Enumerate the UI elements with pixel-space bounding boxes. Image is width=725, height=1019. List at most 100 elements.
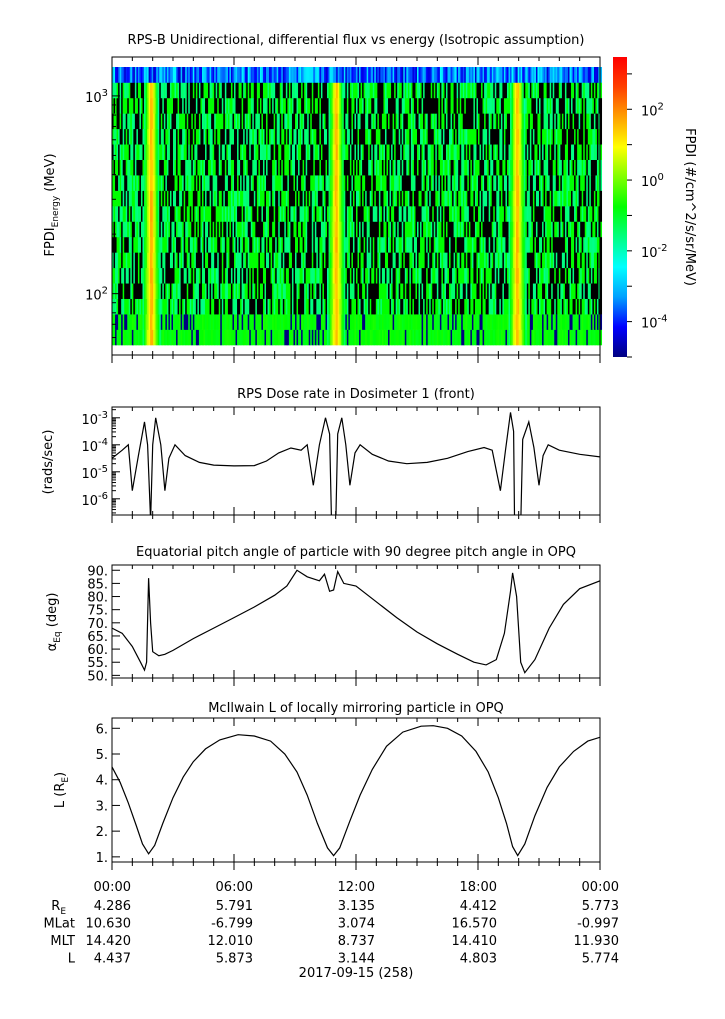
heatmap-cell bbox=[169, 283, 172, 299]
heatmap-cell bbox=[278, 206, 281, 222]
heatmap-cell bbox=[122, 329, 125, 346]
heatmap-cell bbox=[375, 252, 378, 269]
heatmap-cell bbox=[520, 267, 523, 284]
heatmap-cell bbox=[323, 128, 326, 145]
heatmap-cell bbox=[394, 329, 397, 346]
heatmap-cell bbox=[136, 314, 139, 330]
heatmap-cell bbox=[381, 206, 384, 222]
heatmap-cell bbox=[153, 175, 156, 191]
heatmap-cell bbox=[449, 128, 452, 145]
heatmap-cell bbox=[156, 128, 159, 145]
heatmap-cell bbox=[513, 236, 516, 253]
heatmap-cell bbox=[595, 236, 598, 253]
heatmap-cell bbox=[322, 329, 325, 346]
heatmap-cell bbox=[519, 267, 522, 284]
heatmap-cell bbox=[227, 267, 230, 284]
heatmap-cell bbox=[287, 206, 290, 222]
heatmap-cell bbox=[493, 298, 496, 315]
heatmap-cell bbox=[557, 283, 560, 299]
heatmap-cell bbox=[291, 298, 294, 315]
heatmap-cell bbox=[154, 314, 157, 330]
heatmap-cell bbox=[317, 221, 320, 238]
heatmap-cell bbox=[217, 159, 220, 176]
heatmap-cell bbox=[352, 97, 355, 114]
heatmap-cell bbox=[197, 175, 200, 191]
heatmap-cell bbox=[232, 97, 235, 114]
heatmap-cell bbox=[539, 314, 542, 330]
heatmap-cell bbox=[458, 298, 461, 315]
heatmap-cell bbox=[134, 159, 137, 176]
heatmap-cell bbox=[552, 314, 555, 330]
heatmap-cell bbox=[299, 97, 302, 114]
heatmap-cell bbox=[572, 283, 575, 299]
heatmap-cell bbox=[522, 190, 525, 207]
heatmap-cell bbox=[179, 128, 182, 145]
heatmap-cell bbox=[464, 206, 467, 222]
heatmap-cell bbox=[365, 221, 368, 238]
heatmap-cell bbox=[131, 190, 134, 207]
heatmap-cell bbox=[577, 175, 580, 191]
heatmap-cell bbox=[262, 221, 265, 238]
heatmap-cell bbox=[581, 159, 584, 176]
heatmap-cell bbox=[363, 329, 366, 346]
heatmap-cell bbox=[192, 221, 195, 238]
heatmap-cell bbox=[459, 298, 462, 315]
heatmap-cell bbox=[436, 252, 439, 269]
heatmap-cell bbox=[438, 206, 441, 222]
heatmap-cell bbox=[142, 267, 145, 284]
heatmap-cell bbox=[246, 329, 249, 346]
heatmap-cell bbox=[491, 144, 494, 160]
heatmap-cell bbox=[169, 190, 172, 207]
heatmap-cell bbox=[574, 175, 577, 191]
heatmap-cell bbox=[401, 221, 404, 238]
heatmap-cell bbox=[314, 128, 317, 145]
heatmap-cell bbox=[508, 190, 511, 207]
heatmap-cell bbox=[182, 159, 185, 176]
heatmap-cell bbox=[340, 252, 343, 269]
heatmap-cell bbox=[221, 206, 224, 222]
heatmap-cell bbox=[545, 329, 548, 346]
heatmap-cell bbox=[491, 298, 494, 315]
heatmap-cell bbox=[223, 190, 226, 207]
heatmap-cell bbox=[587, 190, 590, 207]
heatmap-cell bbox=[598, 190, 601, 207]
heatmap-cell bbox=[183, 283, 186, 299]
heatmap-cell bbox=[349, 113, 352, 130]
heatmap-cell bbox=[133, 252, 136, 269]
heatmap-cell bbox=[197, 113, 200, 130]
heatmap-cell bbox=[499, 113, 502, 130]
heatmap-cell bbox=[403, 175, 406, 191]
heatmap-cell bbox=[368, 159, 371, 176]
heatmap-cell bbox=[311, 190, 314, 207]
heatmap-cell bbox=[398, 128, 401, 145]
heatmap-cell bbox=[418, 298, 421, 315]
heatmap-cell bbox=[508, 267, 511, 284]
heatmap-cell bbox=[270, 267, 273, 284]
heatmap-cell bbox=[330, 190, 333, 207]
heatmap-cell bbox=[273, 175, 276, 191]
heatmap-cell bbox=[470, 298, 473, 315]
heatmap-cell bbox=[368, 97, 371, 114]
heatmap-cell bbox=[426, 236, 429, 253]
heatmap-cell bbox=[316, 159, 319, 176]
heatmap-cell bbox=[278, 97, 281, 114]
heatmap-cell bbox=[331, 190, 334, 207]
heatmap-cell bbox=[295, 236, 298, 253]
heatmap-cell bbox=[525, 298, 528, 315]
heatmap-cell bbox=[276, 283, 279, 299]
heatmap-cell bbox=[537, 267, 540, 284]
heatmap-cell bbox=[563, 190, 566, 207]
heatmap-cell bbox=[545, 236, 548, 253]
heatmap-cell bbox=[136, 283, 139, 299]
heatmap-cell bbox=[563, 252, 566, 269]
heatmap-cell bbox=[150, 159, 153, 176]
heatmap-cell bbox=[159, 144, 162, 160]
heatmap-cell bbox=[255, 236, 258, 253]
heatmap-cell bbox=[452, 252, 455, 269]
heatmap-cell bbox=[330, 175, 333, 191]
heatmap-cell bbox=[488, 175, 491, 191]
heatmap-cell bbox=[180, 113, 183, 130]
heatmap-cell bbox=[519, 128, 522, 145]
heatmap-cell bbox=[119, 128, 122, 145]
heatmap-cell bbox=[468, 236, 471, 253]
